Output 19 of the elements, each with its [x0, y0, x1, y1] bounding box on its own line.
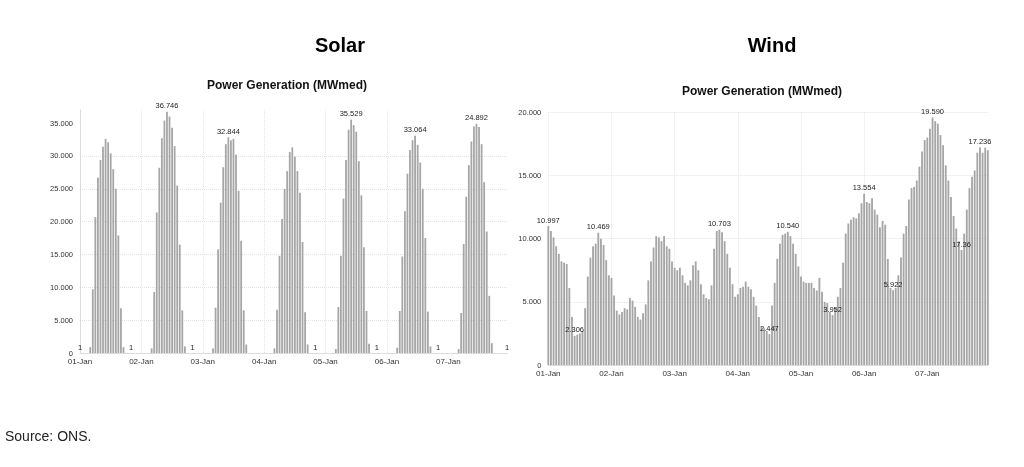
- chart-subtitle: Power Generation (MWmed): [681, 84, 843, 98]
- x-tick-label: 01-Jan: [536, 368, 561, 378]
- chart-title: Solar: [314, 34, 366, 56]
- x-tick-label: 03-Jan: [662, 368, 687, 378]
- x-tick-label: 02-Jan: [599, 368, 624, 378]
- x-tick-label: 03-Jan: [190, 356, 216, 366]
- x-tick-label: 02-Jan: [129, 356, 154, 366]
- x-tick-label: 01-Jan: [67, 356, 93, 366]
- chart-subtitle: Power Generation (MWmed): [206, 78, 368, 92]
- x-tick-label: 04-Jan: [251, 356, 277, 366]
- x-tick-label: 05-Jan: [313, 356, 338, 366]
- x-tick-label: 04-Jan: [725, 368, 751, 378]
- x-tick-label: 05-Jan: [788, 368, 814, 378]
- chart-title: Wind: [747, 34, 797, 56]
- x-tick-label: 07-Jan: [436, 356, 461, 366]
- x-tick-label: 06-Jan: [851, 368, 877, 378]
- x-tick-label: 06-Jan: [374, 356, 400, 366]
- source-note: Source: ONS.: [5, 428, 92, 444]
- x-tick-label: 07-Jan: [915, 368, 940, 378]
